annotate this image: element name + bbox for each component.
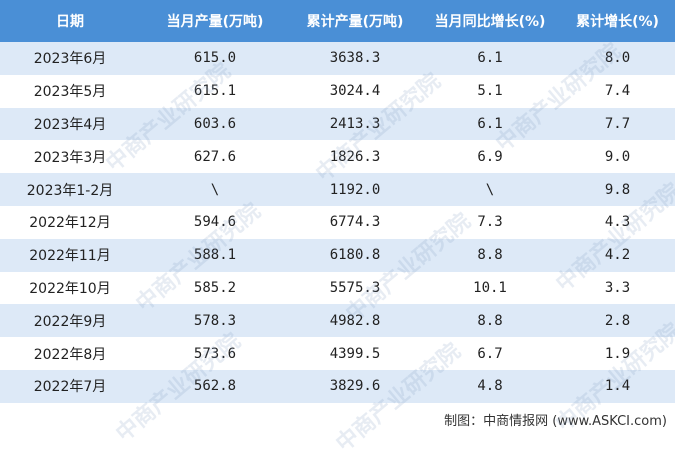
table-cell: 2022年11月 (0, 238, 140, 272)
table-cell: 6.7 (420, 337, 560, 370)
table-cell: 8.0 (560, 42, 675, 75)
table-cell: 1.4 (560, 369, 675, 403)
table-row: 2023年1-2月 \ 1192.0 \ 9.8 (0, 173, 675, 206)
table-cell: 1826.3 (290, 140, 420, 174)
table-row: 2022年9月 578.3 4982.8 8.8 2.8 (0, 304, 675, 338)
table-cell: 5.1 (420, 74, 560, 108)
table-cell: 4.8 (420, 369, 560, 403)
table-cell: 594.6 (140, 205, 290, 239)
table-cell: 2023年3月 (0, 140, 140, 174)
table-cell: 2022年7月 (0, 369, 140, 403)
table-cell: 6774.3 (290, 205, 420, 239)
table-cell: 10.1 (420, 271, 560, 305)
table-row: 2023年3月 627.6 1826.3 6.9 9.0 (0, 140, 675, 174)
table-cell: 2022年8月 (0, 337, 140, 370)
table-cell: 9.0 (560, 140, 675, 174)
table-cell: 2.8 (560, 304, 675, 338)
header-cell: 累计产量(万吨) (290, 0, 420, 42)
table-cell: 7.3 (420, 205, 560, 239)
table-cell: 603.6 (140, 107, 290, 141)
table-cell: 627.6 (140, 140, 290, 174)
table-cell: 7.4 (560, 74, 675, 108)
table-cell: 2022年9月 (0, 304, 140, 338)
table-cell: \ (140, 173, 290, 206)
header-cell: 累计增长(%) (560, 0, 675, 42)
table-row: 2023年5月 615.1 3024.4 5.1 7.4 (0, 74, 675, 108)
header-cell: 日期 (0, 0, 140, 42)
table-cell: 6.1 (420, 107, 560, 141)
table-cell: 615.0 (140, 42, 290, 75)
table-row: 2023年6月 615.0 3638.3 6.1 8.0 (0, 42, 675, 75)
table-cell: 562.8 (140, 369, 290, 403)
table-row: 2022年8月 573.6 4399.5 6.7 1.9 (0, 337, 675, 370)
table-cell: 7.7 (560, 107, 675, 141)
table-cell: 3024.4 (290, 74, 420, 108)
table-cell: 2023年1-2月 (0, 173, 140, 206)
table-row: 2022年7月 562.8 3829.6 4.8 1.4 (0, 369, 675, 403)
table-cell: 2413.3 (290, 107, 420, 141)
table-body: 2023年6月 615.0 3638.3 6.1 8.0 2023年5月 615.1 3024… (0, 42, 675, 403)
header-cell: 当月产量(万吨) (140, 0, 290, 42)
table-row: 2022年11月 588.1 6180.8 8.8 4.2 (0, 238, 675, 272)
table-cell: 8.8 (420, 304, 560, 338)
table-cell: 2022年12月 (0, 205, 140, 239)
table-cell: 4982.8 (290, 304, 420, 338)
table-cell: 1.9 (560, 337, 675, 370)
table-cell: 4399.5 (290, 337, 420, 370)
table-row: 2022年10月 585.2 5575.3 10.1 3.3 (0, 271, 675, 305)
header-row: 日期 当月产量(万吨) 累计产量(万吨) 当月同比增长(%) 累计增长(%) (0, 0, 675, 42)
table-row: 2023年4月 603.6 2413.3 6.1 7.7 (0, 107, 675, 141)
table-cell: 8.8 (420, 238, 560, 272)
table-cell: 6180.8 (290, 238, 420, 272)
table-cell: 5575.3 (290, 271, 420, 305)
table-cell: 4.2 (560, 238, 675, 272)
source: 制图：中商情报网 (www.ASKCI.com) (444, 414, 667, 429)
table-row: 2022年12月 594.6 6774.3 7.3 4.3 (0, 205, 675, 239)
table-cell: 573.6 (140, 337, 290, 370)
table-cell: 9.8 (560, 173, 675, 206)
table-cell: 615.1 (140, 74, 290, 108)
table-cell: 6.1 (420, 42, 560, 75)
table-cell: 6.9 (420, 140, 560, 174)
table-cell: 585.2 (140, 271, 290, 305)
header-cell: 当月同比增长(%) (420, 0, 560, 42)
table-cell: 578.3 (140, 304, 290, 338)
table-cell: 3829.6 (290, 369, 420, 403)
table-cell: 2022年10月 (0, 271, 140, 305)
table-cell: 2023年4月 (0, 107, 140, 141)
table-cell: 3.3 (560, 271, 675, 305)
table-cell: \ (420, 173, 560, 206)
table-cell: 2023年6月 (0, 42, 140, 75)
table-cell: 588.1 (140, 238, 290, 272)
table-cell: 3638.3 (290, 42, 420, 75)
table-cell: 4.3 (560, 205, 675, 239)
table-cell: 1192.0 (290, 173, 420, 206)
table-cell: 2023年5月 (0, 74, 140, 108)
data-table: 日期 当月产量(万吨) 累计产量(万吨) 当月同比增长(%) 累计增长(%) 2023年… (0, 0, 675, 403)
